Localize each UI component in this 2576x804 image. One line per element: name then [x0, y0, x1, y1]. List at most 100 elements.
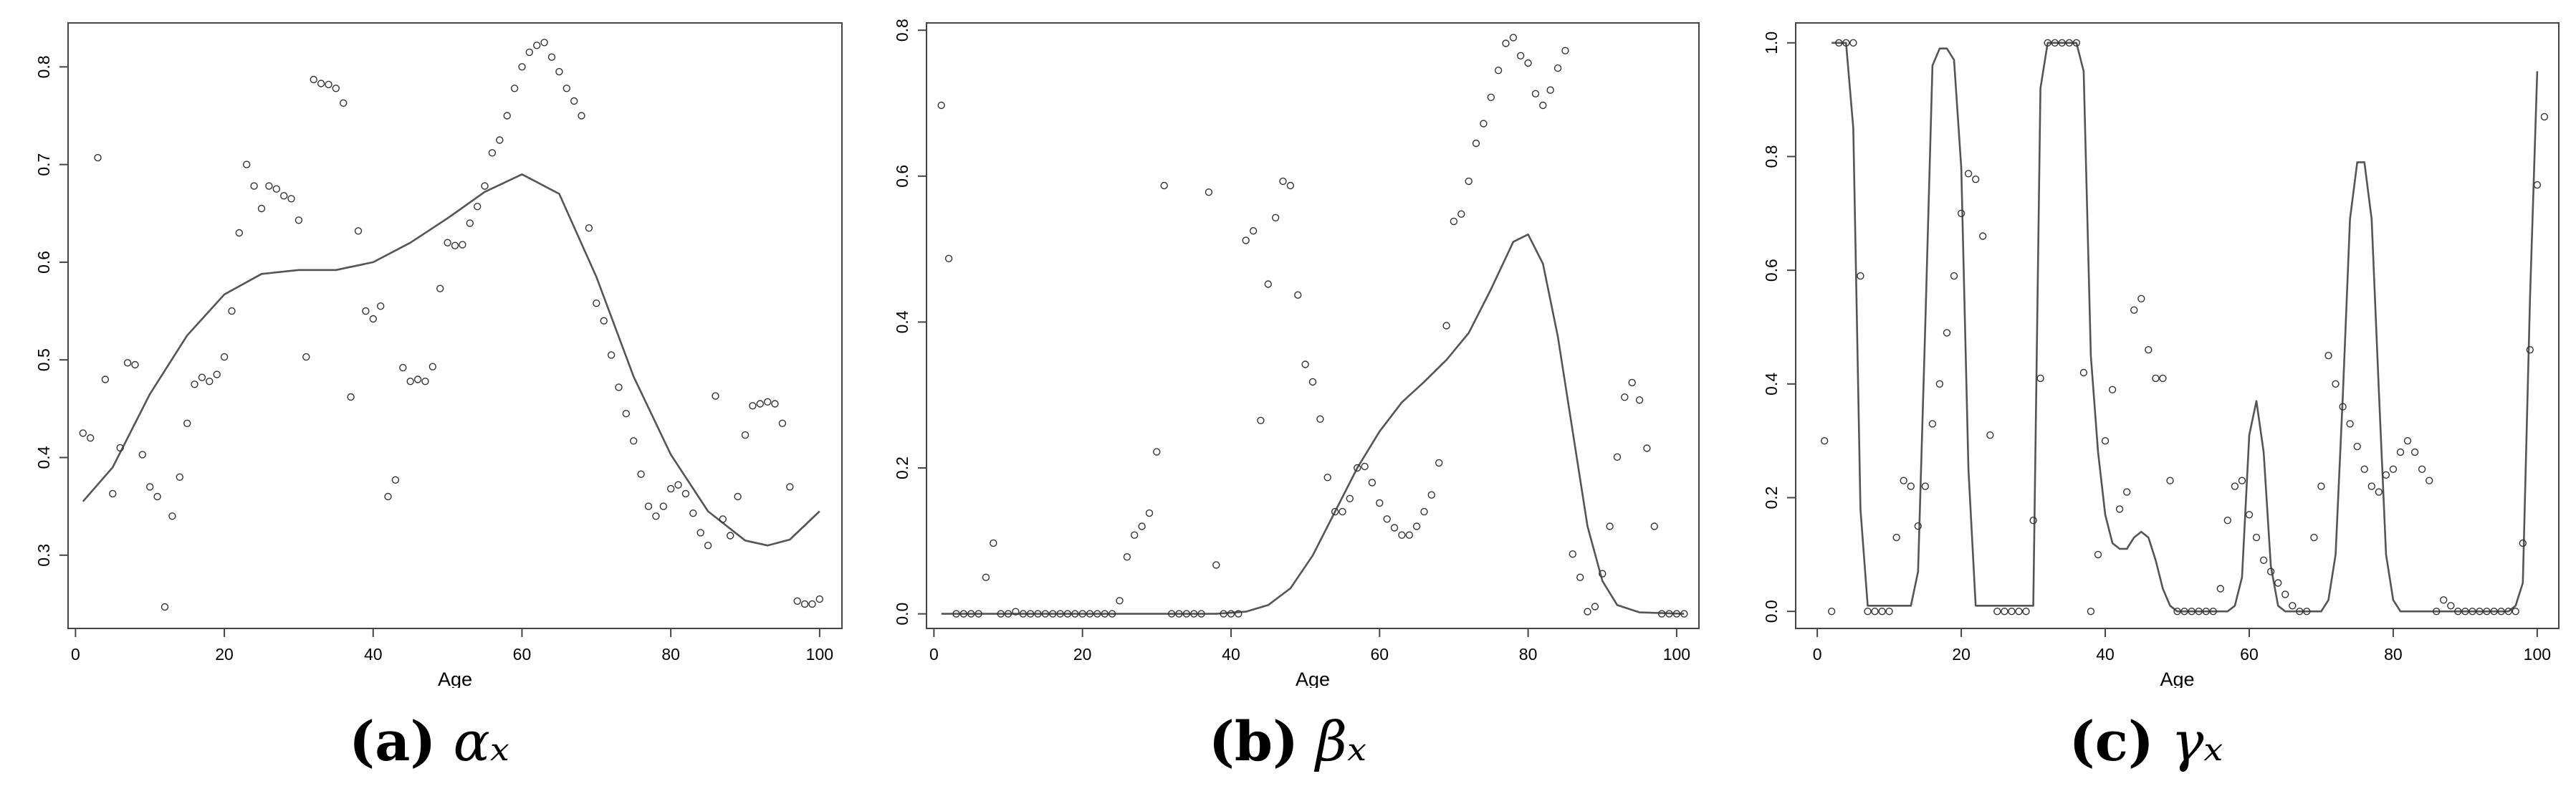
- y-tick-label-a-1: 0.4: [34, 446, 53, 469]
- data-point-c-88: [2454, 608, 2462, 616]
- data-point-c-87: [2447, 602, 2455, 610]
- data-point-b-41: [1242, 236, 1250, 244]
- data-point-b-62: [1398, 531, 1406, 539]
- data-point-c-35: [2072, 39, 2080, 47]
- data-point-b-58: [1368, 479, 1376, 487]
- data-point-a-39: [369, 315, 377, 323]
- data-point-c-98: [2526, 346, 2534, 354]
- panel-b: 0 20 40 60 80 100 0.0 0.2 0.4 0.6 0.8 Age (b) βₓ: [858, 0, 1717, 804]
- data-point-b-90: [1606, 522, 1614, 530]
- data-point-a-4: [109, 489, 117, 498]
- data-point-c-27: [2015, 608, 2023, 616]
- x-tick-label-a-100: 100: [806, 645, 833, 664]
- data-point-b-64: [1412, 522, 1421, 530]
- data-point-b-99: [1672, 610, 1681, 618]
- data-point-a-38: [362, 307, 370, 315]
- data-point-b-66: [1427, 491, 1435, 499]
- data-point-c-59: [2245, 511, 2254, 519]
- data-point-c-28: [2022, 608, 2030, 616]
- data-point-b-57: [1361, 462, 1369, 471]
- data-point-c-57: [2231, 482, 2239, 490]
- data-point-b-20: [1086, 610, 1094, 618]
- data-point-b-87: [1584, 608, 1591, 616]
- data-point-c-29: [2029, 517, 2037, 525]
- data-point-c-39: [2101, 437, 2110, 445]
- data-point-b-34: [1190, 610, 1198, 618]
- data-point-c-51: [2188, 608, 2196, 616]
- data-point-c-100: [2540, 113, 2549, 121]
- data-point-b-13: [1034, 610, 1042, 618]
- data-point-b-86: [1576, 573, 1584, 581]
- data-point-a-0: [79, 429, 87, 437]
- y-tick-label-a-3: 0.6: [34, 251, 53, 274]
- data-point-a-21: [235, 229, 243, 237]
- data-point-b-0: [937, 101, 945, 110]
- data-point-b-88: [1591, 603, 1599, 611]
- data-point-c-0: [1820, 437, 1829, 445]
- data-point-a-28: [287, 195, 295, 203]
- data-point-c-86: [2440, 596, 2448, 604]
- x-tick-label-c-100: 100: [2524, 645, 2551, 664]
- data-point-a-60: [525, 48, 533, 57]
- y-tick-label-b-1: 0.2: [893, 456, 911, 479]
- data-point-a-86: [719, 515, 727, 523]
- data-point-a-2: [94, 153, 102, 162]
- x-tick-label-b-0: 0: [929, 645, 939, 664]
- data-point-a-48: [436, 284, 444, 292]
- data-point-c-71: [2332, 380, 2340, 388]
- data-point-b-33: [1182, 610, 1190, 618]
- data-point-b-1: [944, 254, 953, 262]
- data-point-b-8: [997, 610, 1005, 618]
- data-point-b-78: [1517, 52, 1525, 60]
- data-point-a-32: [317, 80, 325, 87]
- data-point-b-2: [952, 610, 960, 618]
- data-point-c-14: [1921, 482, 1929, 490]
- data-point-b-77: [1509, 34, 1518, 42]
- data-point-a-3: [101, 375, 110, 383]
- x-tick-label-b-20: 20: [1073, 645, 1092, 664]
- data-point-c-55: [2216, 585, 2224, 593]
- y-tick-label-c-0: 0.0: [1762, 600, 1781, 623]
- data-point-a-37: [354, 227, 363, 235]
- data-point-c-67: [2303, 608, 2311, 616]
- data-point-b-23: [1108, 610, 1116, 618]
- panel-c: 0 20 40 60 80 100 0.0 0.2 0.4 0.6 0.8 1.0 Age (c) γₓ: [1717, 0, 2575, 804]
- caption-c: (c) γₓ: [1717, 709, 2575, 773]
- data-point-b-11: [1019, 610, 1028, 618]
- plot-frame-a: [67, 22, 843, 629]
- x-tick-label-b-60: 60: [1370, 645, 1389, 664]
- data-point-c-7: [1871, 608, 1879, 616]
- data-point-a-36: [347, 393, 355, 401]
- data-point-a-27: [280, 192, 288, 200]
- data-point-c-50: [2180, 608, 2188, 616]
- data-point-a-45: [413, 375, 422, 383]
- data-point-b-39: [1227, 610, 1235, 618]
- data-point-c-90: [2469, 608, 2476, 616]
- data-point-b-97: [1657, 610, 1666, 618]
- data-point-c-70: [2324, 352, 2332, 360]
- data-point-a-53: [474, 203, 482, 211]
- data-point-c-16: [1935, 380, 1944, 388]
- data-point-a-84: [704, 542, 712, 550]
- data-point-a-93: [771, 400, 779, 408]
- data-point-b-29: [1153, 448, 1161, 456]
- data-point-c-17: [1943, 329, 1951, 337]
- data-point-c-8: [1878, 608, 1886, 616]
- data-point-b-32: [1175, 610, 1183, 618]
- data-point-a-47: [428, 363, 436, 370]
- data-point-a-61: [533, 42, 541, 49]
- data-point-b-38: [1220, 610, 1227, 618]
- data-point-c-62: [2266, 568, 2275, 575]
- data-point-b-79: [1524, 59, 1532, 67]
- data-point-a-15: [191, 381, 198, 388]
- x-tick-label-b-40: 40: [1222, 645, 1240, 664]
- plot-a: 0 20 40 60 80 100 0.3 0.4 0.5 0.6 0.7 0.8 Age: [34, 22, 843, 688]
- data-point-a-24: [257, 204, 266, 213]
- data-point-b-75: [1494, 66, 1503, 75]
- data-point-c-89: [2461, 608, 2469, 616]
- y-tick-label-a-2: 0.5: [34, 348, 53, 371]
- data-point-b-89: [1599, 570, 1607, 578]
- data-point-b-10: [1012, 608, 1020, 616]
- data-point-c-5: [1857, 272, 1864, 280]
- data-point-c-1: [1827, 608, 1836, 616]
